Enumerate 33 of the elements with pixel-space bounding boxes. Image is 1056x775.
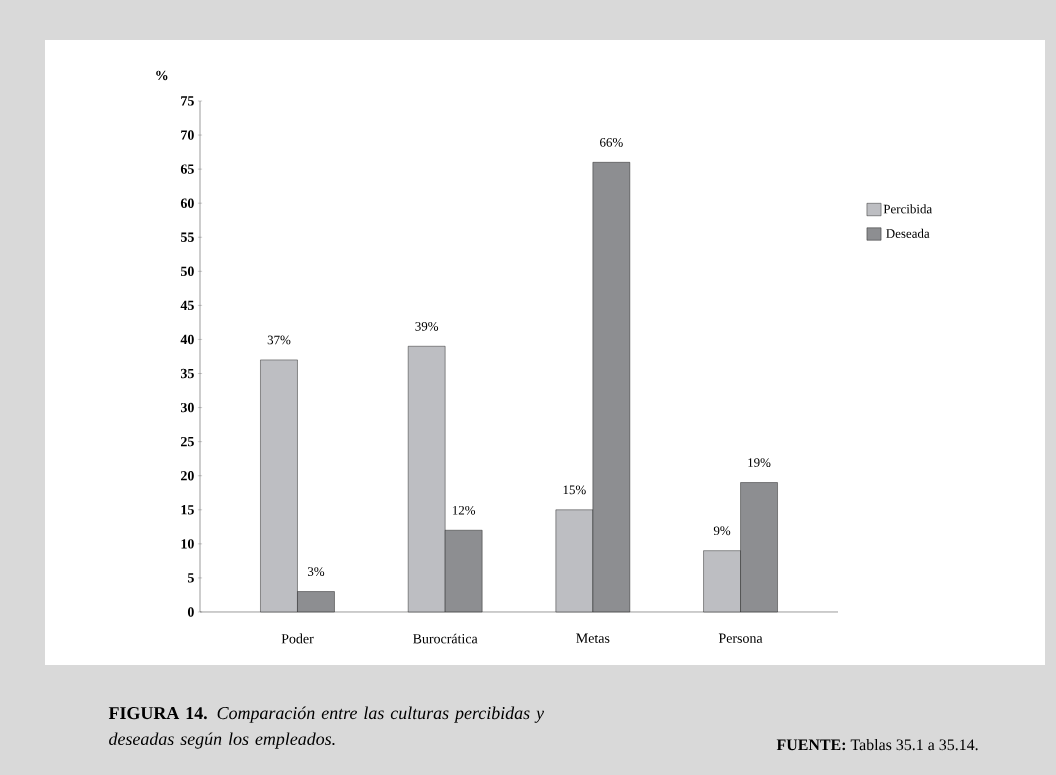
data-label: 15%: [563, 485, 586, 495]
data-label: 39%: [415, 321, 439, 331]
y-tick-label: 75: [181, 96, 194, 106]
y-tick-label: 30: [180, 402, 194, 413]
legend-label: Percibida: [883, 204, 933, 214]
y-tick-label: 5: [187, 573, 194, 583]
y-tick-label: 0: [187, 607, 194, 617]
text: FUENTE: Tablas 35.1 a 35.14.: [776, 738, 978, 751]
y-tick-label: 60: [180, 198, 194, 208]
y-axis-title: %: [156, 70, 168, 81]
y-tick-label: 20: [180, 471, 194, 481]
y-tick-label: 50: [180, 266, 194, 277]
text: FIGURA 14. Comparación entre las culturas percibidas y deseadas según los empleados.: [108, 706, 545, 749]
data-label: 19%: [748, 458, 771, 468]
y-tick-label: 65: [180, 164, 194, 174]
y-tick-label: 70: [181, 130, 194, 140]
data-label: 12%: [452, 505, 476, 515]
y-tick-label: 15: [181, 505, 194, 515]
x-tick-label: Persona: [718, 633, 763, 643]
y-tick-label: 10: [181, 539, 194, 549]
y-tick-label: 25: [180, 436, 194, 447]
data-label: 37%: [267, 335, 291, 345]
y-tick-label: 40: [180, 334, 194, 345]
legend-label: Deseada: [886, 228, 930, 238]
x-tick-label: Burocrática: [413, 633, 478, 644]
data-label: 66%: [600, 138, 623, 147]
data-label: 3%: [307, 567, 325, 577]
y-tick-label: 35: [180, 368, 194, 379]
x-tick-label: Metas: [576, 633, 610, 643]
x-tick-label: Poder: [281, 633, 314, 644]
y-tick-label: 45: [180, 300, 194, 311]
y-tick-label: 55: [180, 232, 194, 242]
data-label: 9%: [713, 526, 731, 536]
